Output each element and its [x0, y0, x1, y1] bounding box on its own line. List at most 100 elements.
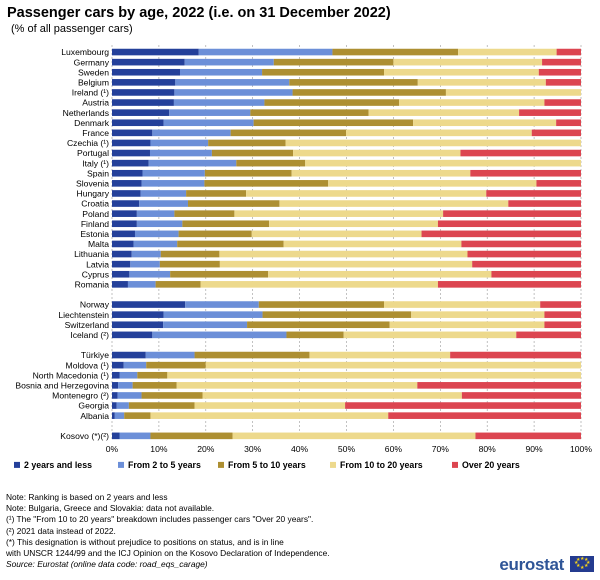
bar-segment — [194, 351, 310, 359]
bar-segment — [289, 79, 418, 86]
bar-segment — [112, 159, 149, 167]
bar-segment — [180, 68, 263, 76]
bar-segment — [169, 109, 251, 116]
category-label: Bosnia and Herzegovina — [15, 380, 109, 390]
bar-segment — [247, 321, 390, 329]
bar-segment — [540, 301, 581, 308]
bar-segment — [136, 220, 183, 228]
category-label: North Macedonia (¹) — [33, 370, 110, 380]
category-label: Montenegro (²) — [52, 391, 109, 401]
bar-segment — [343, 331, 517, 339]
bar-segment — [475, 432, 581, 440]
legend-swatch — [330, 461, 336, 468]
bar-segment — [167, 371, 582, 379]
category-label: Luxembourg — [61, 47, 109, 57]
bar-segment — [411, 311, 545, 318]
bar-segment — [112, 68, 181, 76]
category-label: Portugal — [77, 148, 109, 158]
bar-segment — [112, 260, 131, 268]
bar-segment — [234, 210, 444, 217]
x-tick-label: 0% — [106, 444, 119, 454]
bar-segment — [112, 58, 185, 66]
bar-segment — [114, 412, 125, 419]
bar-segment — [458, 48, 557, 56]
bar-segment — [262, 311, 412, 318]
bar-segment — [118, 382, 133, 389]
bar-segment — [556, 119, 581, 127]
x-tick-label: 80% — [479, 444, 497, 454]
bar-segment — [236, 159, 306, 167]
category-label: Germany — [74, 57, 110, 67]
bar-segment — [545, 79, 581, 86]
category-label: Lithuania — [74, 249, 109, 259]
bar-segment — [112, 382, 119, 389]
bar-segment — [112, 169, 143, 177]
category-label: Latvia — [86, 259, 109, 269]
bar-segment — [219, 260, 473, 268]
bar-segment — [246, 190, 487, 197]
bar-segment — [389, 321, 545, 329]
bar-segment — [417, 79, 546, 86]
category-label: Austria — [82, 98, 109, 108]
bar-segment — [542, 58, 581, 66]
eurostat-logo: eurostat — [499, 555, 564, 574]
bar-segment — [132, 382, 177, 389]
x-tick-label: 90% — [525, 444, 543, 454]
bar-segment — [141, 392, 203, 399]
category-label: Iceland (²) — [70, 330, 109, 340]
bar-segment — [112, 301, 186, 308]
bar-segment — [112, 432, 120, 440]
bar-segment — [173, 99, 265, 106]
bar-segment — [112, 270, 130, 278]
bar-segment — [148, 159, 237, 167]
legend-label: Over 20 years — [462, 460, 520, 470]
bar-segment — [112, 190, 141, 197]
bar-segment — [112, 331, 153, 339]
bar-segment — [185, 301, 259, 308]
category-label: Spain — [87, 168, 109, 178]
bar-segment — [112, 281, 128, 288]
bar-segment — [286, 331, 344, 339]
bar-segment — [184, 58, 274, 66]
category-label: Sweden — [78, 67, 109, 77]
bar-segment — [177, 240, 284, 248]
bar-segment — [176, 382, 418, 389]
bar-segment — [491, 270, 581, 278]
bar-segment — [200, 281, 438, 288]
legend-swatch — [452, 461, 458, 468]
bar-segment — [112, 99, 174, 106]
category-label: Italy (¹) — [82, 158, 109, 168]
bar-segment — [159, 260, 220, 268]
legend-swatch — [14, 461, 20, 468]
chart-title: Passenger cars by age, 2022 (i.e. on 31 … — [7, 5, 391, 21]
bar-segment — [112, 79, 176, 86]
footnote: with UNSCR 1244/99 and the ICJ Opinion o… — [6, 548, 330, 559]
bar-segment — [556, 48, 581, 56]
bar-segment — [470, 169, 581, 177]
bar-segment — [150, 139, 209, 147]
bar-segment — [305, 159, 581, 167]
footnote: Note: Bulgaria, Greece and Slovakia: dat… — [6, 503, 215, 514]
bar-segment — [460, 149, 581, 157]
bar-segment — [269, 220, 438, 228]
bar-segment — [124, 412, 151, 419]
bar-segment — [388, 412, 581, 419]
bar-segment — [127, 281, 156, 288]
bar-segment — [112, 361, 124, 369]
category-label: Türkiye — [81, 350, 109, 360]
bar-segment — [472, 260, 581, 268]
bar-segment — [328, 180, 537, 187]
bar-segment — [152, 129, 231, 137]
bar-segment — [112, 139, 151, 147]
category-label: Croatia — [81, 199, 109, 209]
bar-segment — [544, 99, 581, 106]
x-tick-label: 60% — [385, 444, 403, 454]
bar-segment — [186, 190, 247, 197]
bar-segment — [205, 361, 582, 369]
bar-segment — [134, 230, 179, 238]
bar-segment — [112, 129, 153, 137]
bar-segment — [142, 169, 205, 177]
bar-segment — [112, 392, 118, 399]
bar-segment — [273, 58, 394, 66]
bar-segment — [345, 402, 581, 409]
